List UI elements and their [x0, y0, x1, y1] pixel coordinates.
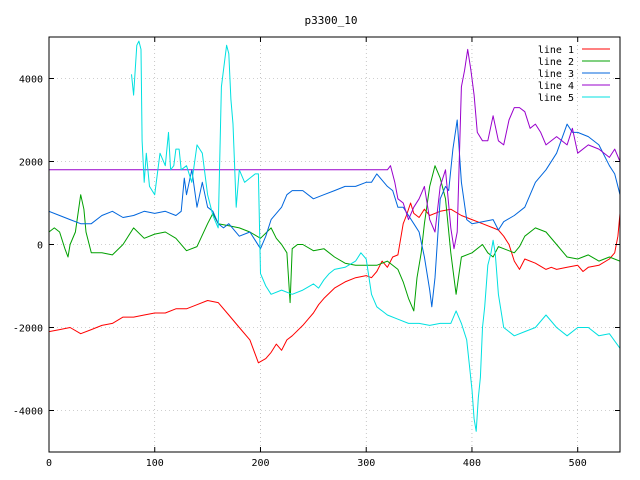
legend-label-line-2: line 2 [538, 57, 574, 68]
series-line-1 [49, 202, 620, 364]
grid [49, 37, 620, 452]
series-line-4 [49, 48, 620, 250]
series-line-2 [49, 165, 620, 312]
y-tick-label: 0 [37, 241, 43, 252]
y-tick-label: 2000 [19, 158, 43, 169]
series-line-3 [49, 119, 620, 308]
series-line-5 [131, 40, 620, 432]
x-tick-label: 100 [146, 458, 164, 469]
y-tick-label: -4000 [13, 407, 43, 418]
plot-frame [48, 36, 621, 453]
legend-label-line-5: line 5 [538, 93, 574, 104]
legend-label-line-3: line 3 [538, 69, 574, 80]
chart-title: p3300_10 [305, 14, 358, 27]
series-group [49, 40, 620, 432]
legend-label-line-1: line 1 [538, 45, 574, 56]
x-tick-label: 300 [357, 458, 375, 469]
axis-ticks: 0 100 200 300 400 500 -4000 -2000 0 2000 4000 [13, 37, 620, 469]
x-tick-label: 0 [46, 458, 52, 469]
y-tick-label: -2000 [13, 324, 43, 335]
x-tick-label: 400 [463, 458, 481, 469]
legend-label-line-4: line 4 [538, 81, 574, 92]
x-tick-label: 500 [569, 458, 587, 469]
x-tick-label: 200 [251, 458, 269, 469]
y-tick-label: 4000 [19, 75, 43, 86]
